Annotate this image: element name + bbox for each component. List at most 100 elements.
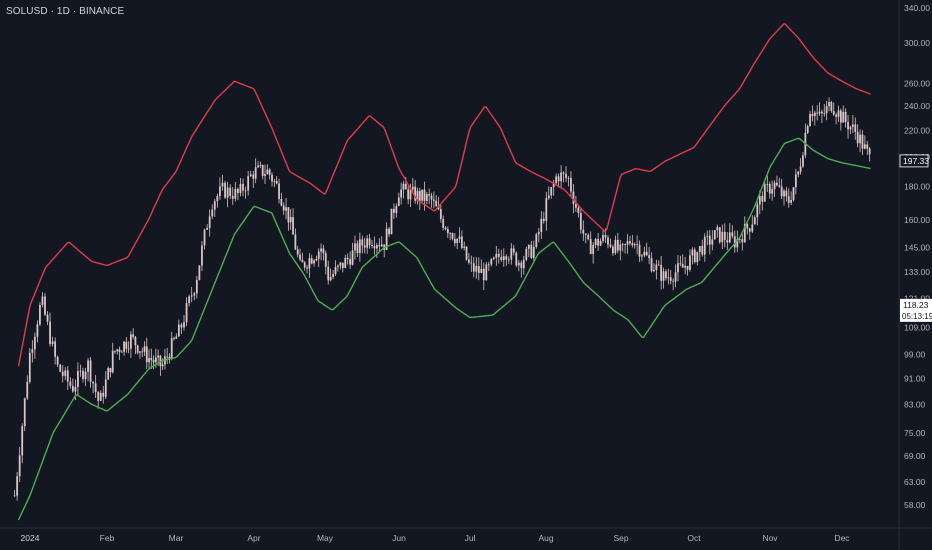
candle[interactable] — [485, 261, 488, 281]
candle[interactable] — [667, 268, 670, 285]
candle[interactable] — [390, 208, 393, 235]
candle[interactable] — [383, 244, 386, 258]
candle[interactable] — [594, 238, 597, 249]
candle[interactable] — [540, 211, 543, 239]
candle[interactable] — [271, 172, 273, 187]
candle[interactable] — [636, 235, 639, 255]
candle[interactable] — [665, 269, 667, 281]
candle[interactable] — [517, 260, 520, 272]
candle[interactable] — [507, 256, 510, 264]
candle[interactable] — [188, 294, 191, 307]
candle[interactable] — [743, 216, 746, 243]
candle[interactable] — [813, 110, 816, 126]
candle[interactable] — [301, 252, 304, 263]
candle[interactable] — [565, 166, 567, 183]
candle[interactable] — [159, 354, 162, 376]
candle[interactable] — [388, 226, 390, 238]
candle[interactable] — [337, 264, 339, 272]
candle[interactable] — [626, 234, 629, 254]
candle[interactable] — [16, 471, 19, 501]
candle[interactable] — [264, 164, 266, 185]
candle[interactable] — [120, 350, 123, 353]
candle[interactable] — [677, 255, 679, 282]
candle[interactable] — [550, 186, 553, 199]
candle[interactable] — [693, 247, 696, 264]
candle[interactable] — [844, 108, 847, 128]
candle[interactable] — [285, 197, 287, 220]
candle[interactable] — [681, 254, 684, 268]
candle[interactable] — [662, 267, 665, 289]
candle[interactable] — [708, 229, 711, 255]
candle[interactable] — [132, 328, 135, 340]
candle[interactable] — [320, 243, 322, 261]
candle[interactable] — [535, 232, 538, 249]
candle[interactable] — [361, 235, 364, 254]
candle[interactable] — [631, 234, 634, 248]
candle[interactable] — [385, 222, 388, 250]
candle[interactable] — [257, 161, 259, 169]
candle[interactable] — [432, 191, 435, 209]
candle[interactable] — [102, 385, 105, 404]
candle[interactable] — [278, 178, 280, 204]
candle[interactable] — [780, 178, 783, 200]
candle[interactable] — [180, 322, 183, 334]
candle[interactable] — [761, 191, 764, 211]
candle[interactable] — [689, 249, 691, 272]
candle[interactable] — [64, 367, 67, 381]
candle[interactable] — [393, 203, 395, 219]
candle[interactable] — [173, 336, 175, 341]
candle[interactable] — [44, 293, 46, 317]
candle[interactable] — [643, 246, 646, 258]
candle[interactable] — [525, 246, 528, 262]
candle[interactable] — [653, 263, 655, 273]
candle[interactable] — [71, 378, 74, 393]
candle[interactable] — [23, 397, 26, 432]
candle[interactable] — [713, 229, 716, 240]
candle[interactable] — [287, 207, 290, 231]
candle[interactable] — [123, 340, 125, 356]
candle[interactable] — [456, 238, 459, 250]
candle[interactable] — [480, 259, 483, 274]
candle[interactable] — [847, 115, 849, 139]
candle[interactable] — [375, 242, 378, 258]
candle[interactable] — [823, 104, 826, 117]
candle[interactable] — [341, 262, 344, 273]
candle[interactable] — [751, 215, 754, 234]
candle[interactable] — [59, 363, 62, 373]
candle[interactable] — [371, 239, 373, 249]
candle[interactable] — [84, 367, 87, 386]
candle[interactable] — [334, 260, 337, 277]
candle[interactable] — [177, 319, 180, 337]
candle[interactable] — [380, 236, 383, 248]
candle[interactable] — [89, 356, 92, 388]
candle[interactable] — [356, 240, 359, 257]
candle[interactable] — [236, 187, 239, 201]
candle[interactable] — [339, 261, 342, 270]
candle[interactable] — [861, 130, 864, 155]
candle[interactable] — [475, 257, 478, 279]
candle[interactable] — [407, 186, 410, 205]
candle[interactable] — [502, 248, 505, 267]
candle[interactable] — [332, 269, 334, 280]
candle[interactable] — [650, 252, 653, 273]
candle[interactable] — [490, 258, 493, 267]
candle[interactable] — [460, 230, 463, 250]
candle[interactable] — [421, 189, 424, 204]
candle[interactable] — [268, 168, 271, 180]
candle[interactable] — [787, 188, 790, 208]
candle[interactable] — [557, 173, 560, 188]
candle[interactable] — [828, 97, 830, 112]
candle[interactable] — [368, 234, 371, 249]
candle[interactable] — [77, 362, 79, 396]
candle[interactable] — [470, 255, 473, 273]
candle[interactable] — [247, 170, 250, 196]
candle[interactable] — [213, 199, 216, 217]
candle[interactable] — [402, 180, 405, 199]
candle[interactable] — [792, 187, 795, 202]
candle[interactable] — [358, 232, 361, 262]
candle[interactable] — [198, 265, 201, 281]
candle[interactable] — [400, 182, 403, 205]
candle[interactable] — [378, 238, 381, 253]
